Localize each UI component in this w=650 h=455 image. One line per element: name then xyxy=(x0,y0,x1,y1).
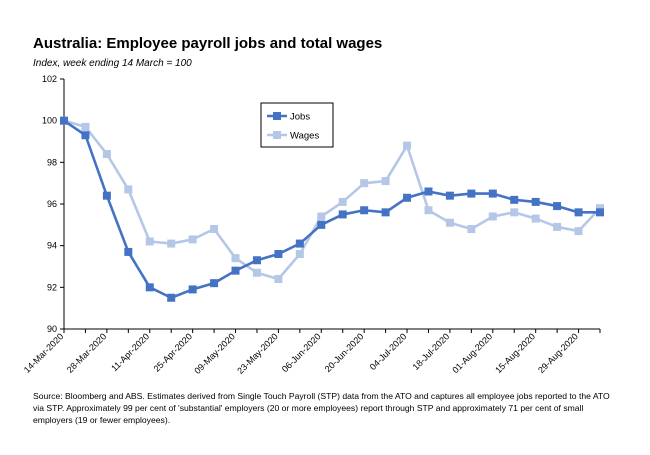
data-point-jobs xyxy=(81,131,90,140)
x-tick-label: 04-Jul-2020 xyxy=(368,331,409,372)
chart-title: Australia: Employee payroll jobs and tot… xyxy=(33,35,383,52)
data-point-wages xyxy=(596,204,604,213)
x-tick-label: 01-Aug-2020 xyxy=(450,331,494,375)
data-point-jobs xyxy=(403,193,412,202)
data-point-wages xyxy=(467,225,476,233)
legend: Jobs Wages xyxy=(260,102,334,148)
data-point-jobs xyxy=(574,208,583,217)
y-tick-label: 96 xyxy=(47,199,57,209)
data-point-wages xyxy=(360,179,369,188)
legend-box xyxy=(260,102,334,148)
y-tick-label: 90 xyxy=(47,324,57,334)
data-point-jobs xyxy=(553,202,562,211)
data-point-wages xyxy=(231,254,240,263)
data-point-wages xyxy=(445,218,454,227)
data-point-wages xyxy=(145,237,154,246)
data-point-jobs xyxy=(167,293,176,302)
data-point-jobs xyxy=(488,189,497,198)
series-jobs xyxy=(60,116,604,302)
data-point-jobs xyxy=(338,210,347,219)
data-point-wages xyxy=(488,212,497,221)
data-point-jobs xyxy=(360,206,369,215)
y-tick-label: 102 xyxy=(42,74,57,84)
chart-subtitle: Index, week ending 14 March = 100 xyxy=(33,58,192,69)
data-point-wages xyxy=(124,185,133,194)
data-point-jobs xyxy=(424,187,433,196)
data-point-jobs xyxy=(274,250,283,258)
x-tick-label: 15-Aug-2020 xyxy=(493,331,537,375)
legend-label-wages: Wages xyxy=(290,131,319,142)
x-tick-label: 20-Jun-2020 xyxy=(323,331,366,374)
data-point-jobs xyxy=(445,191,454,200)
x-tick-label: 25-Apr-2020 xyxy=(152,331,194,373)
x-tick-label: 29-Aug-2020 xyxy=(536,331,580,375)
x-tick-label: 23-May-2020 xyxy=(235,331,280,376)
y-tick-label: 94 xyxy=(47,241,57,251)
data-point-jobs xyxy=(188,285,197,294)
source-note: Source: Bloomberg and ABS. Estimates der… xyxy=(33,391,610,425)
x-tick-label: 18-Jul-2020 xyxy=(411,331,452,372)
data-point-jobs xyxy=(124,247,133,256)
y-tick-label: 100 xyxy=(42,116,57,126)
data-point-wages xyxy=(317,212,326,221)
data-point-wages xyxy=(510,208,519,217)
data-point-jobs xyxy=(210,279,219,288)
data-point-wages xyxy=(188,235,197,244)
series-wages xyxy=(60,116,604,283)
x-tick-label: 09-May-2020 xyxy=(192,331,237,376)
data-point-wages xyxy=(295,250,304,258)
data-point-jobs xyxy=(102,191,111,200)
x-tick-label: 06-Jun-2020 xyxy=(280,331,323,374)
data-point-jobs xyxy=(596,208,604,217)
data-point-jobs xyxy=(145,283,154,292)
y-tick-label: 92 xyxy=(47,282,57,292)
data-point-jobs xyxy=(317,220,326,229)
data-point-wages xyxy=(553,222,562,231)
data-point-wages xyxy=(574,227,583,236)
data-point-wages xyxy=(81,122,90,131)
data-point-jobs xyxy=(295,239,304,248)
legend-label-jobs: Jobs xyxy=(290,112,310,123)
data-point-jobs xyxy=(531,197,540,206)
legend-marker-jobs xyxy=(273,112,281,120)
data-point-wages xyxy=(274,275,283,283)
x-tick-label: 14-Mar-2020 xyxy=(22,331,66,375)
data-point-jobs xyxy=(381,208,390,217)
data-point-wages xyxy=(531,214,540,223)
data-point-wages xyxy=(338,197,347,206)
data-point-wages xyxy=(102,150,111,158)
data-point-wages xyxy=(403,141,412,150)
legend-marker-wages xyxy=(273,131,281,139)
data-point-wages xyxy=(252,268,261,277)
x-tick-label: 11-Apr-2020 xyxy=(109,331,151,373)
data-point-wages xyxy=(210,225,219,233)
data-point-jobs xyxy=(252,256,261,265)
y-tick-label: 98 xyxy=(47,157,57,167)
data-point-jobs xyxy=(60,116,68,125)
data-point-jobs xyxy=(467,189,476,198)
data-point-wages xyxy=(424,206,433,215)
data-point-wages xyxy=(167,239,176,248)
data-point-wages xyxy=(381,177,390,186)
data-point-jobs xyxy=(231,266,240,275)
data-point-jobs xyxy=(510,195,519,204)
x-tick-label: 28-Mar-2020 xyxy=(65,331,109,375)
